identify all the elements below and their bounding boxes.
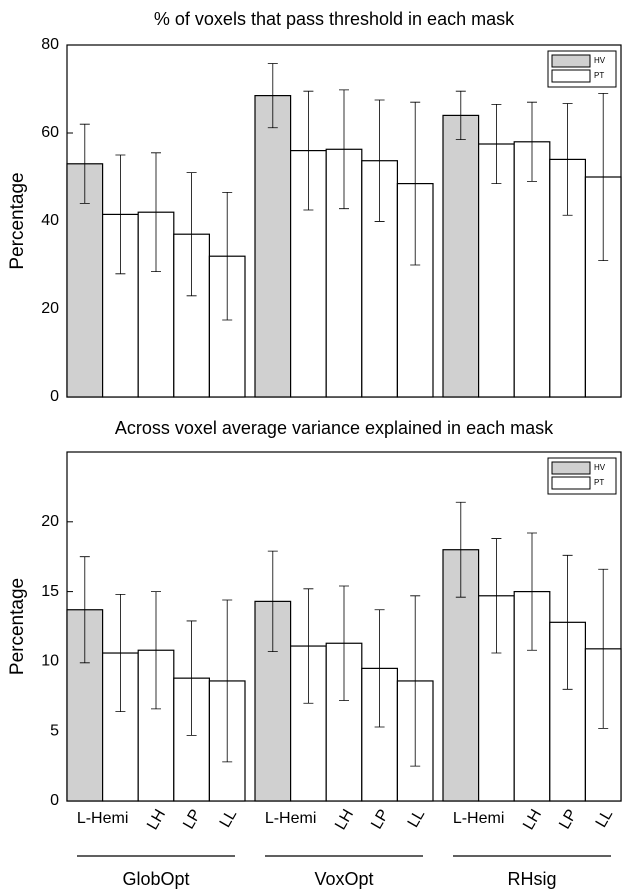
error-bar: [151, 591, 161, 710]
legend-swatch: [551, 54, 591, 68]
error-bar: [186, 620, 197, 736]
error-bar: [491, 104, 502, 184]
error-bar: [598, 93, 609, 261]
y-tick-label: 0: [50, 388, 59, 405]
error-bar: [455, 501, 466, 598]
error-bar: [79, 556, 90, 664]
error-bar: [339, 89, 349, 210]
error-bar: [562, 554, 573, 690]
legend-swatch: [551, 476, 591, 490]
bar: [478, 143, 515, 398]
x-tick-label: LP: [556, 807, 581, 832]
error-bar: [267, 63, 278, 129]
y-tick-label: 20: [41, 513, 59, 530]
error-bar: [562, 103, 573, 216]
error-bar: [527, 101, 537, 182]
x-tick-label: LH: [520, 807, 545, 833]
x-tick-label: LH: [144, 807, 169, 833]
error-bar: [222, 599, 233, 763]
legend-label: PT: [594, 478, 604, 487]
bar: [513, 141, 551, 398]
y-tick-label: 40: [41, 212, 59, 229]
error-bar: [151, 152, 161, 272]
error-bar: [186, 172, 197, 297]
x-tick-label: L-Hemi: [265, 810, 317, 827]
x-tick-label: LL: [593, 807, 617, 831]
error-bar: [410, 101, 421, 266]
y-tick-label: 5: [50, 722, 59, 739]
bar: [254, 94, 292, 398]
error-bar: [115, 593, 126, 713]
chart-title: % of voxels that pass threshold in each …: [154, 9, 515, 29]
legend-swatch: [551, 461, 591, 475]
group-label: RHsig: [507, 869, 556, 889]
error-bar: [222, 192, 233, 321]
legend-label: PT: [594, 71, 604, 80]
error-bar: [115, 154, 126, 275]
bar: [442, 114, 480, 398]
x-tick-label: L-Hemi: [77, 810, 129, 827]
error-bar: [598, 568, 609, 729]
x-tick-label: LL: [217, 807, 241, 831]
legend-label: HV: [594, 463, 606, 472]
chart-title: Across voxel average variance explained …: [115, 418, 554, 438]
error-bar: [303, 90, 314, 211]
x-tick-label: LP: [180, 807, 205, 832]
y-tick-label: 15: [41, 583, 59, 600]
y-axis-label: Percentage: [7, 578, 28, 675]
error-bar: [303, 588, 314, 704]
x-tick-label: L-Hemi: [453, 810, 505, 827]
group-label: VoxOpt: [314, 869, 373, 889]
error-bar: [491, 538, 502, 654]
x-tick-label: LL: [405, 807, 429, 831]
group-label: GlobOpt: [122, 869, 189, 889]
legend-label: HV: [594, 56, 606, 65]
error-bar: [410, 595, 421, 767]
error-bar: [79, 123, 90, 204]
error-bar: [455, 90, 466, 140]
x-tick-label: LH: [332, 807, 357, 833]
x-tick-label: LP: [368, 807, 393, 832]
bar: [290, 645, 327, 802]
y-axis-label: Percentage: [7, 172, 28, 269]
error-bar: [374, 99, 385, 222]
y-tick-label: 10: [41, 653, 59, 670]
y-tick-label: 20: [41, 300, 59, 317]
error-bar: [339, 585, 349, 701]
error-bar: [374, 609, 385, 728]
error-bar: [527, 532, 537, 651]
y-tick-label: 80: [41, 36, 59, 53]
y-tick-label: 0: [50, 792, 59, 809]
legend-swatch: [551, 69, 591, 83]
error-bar: [267, 550, 278, 653]
y-tick-label: 60: [41, 124, 59, 141]
